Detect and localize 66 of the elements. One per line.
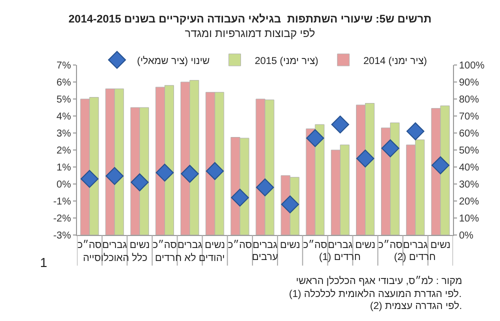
- x-tick-label: נשים: [355, 240, 376, 251]
- point: [106, 167, 124, 185]
- point: [206, 162, 224, 180]
- text: 1: [40, 255, 48, 270]
- x-tick-label: סה״כ: [228, 239, 252, 251]
- x-tick-label: גברים: [403, 240, 428, 251]
- y-tick-label: 4%: [56, 112, 72, 122]
- legend-label: 2014 (ציר ימני): [363, 56, 428, 67]
- legend-label: שינוי (ציר שמאלי): [137, 54, 210, 67]
- x-tick-label: גברים: [177, 240, 202, 251]
- y-tick-label: 2%: [56, 146, 72, 156]
- x-tick-label: סה״כ: [303, 239, 328, 251]
- y2-tick-label: 20%: [459, 196, 480, 208]
- text: יהודים לא חרדים: [155, 252, 225, 264]
- point: [80, 170, 98, 188]
- point: [406, 122, 424, 140]
- text: ערבים: [252, 252, 278, 263]
- y-tick-label: 1%: [56, 162, 72, 174]
- text: חרדים (2): [394, 252, 436, 263]
- y-tick-label: 6%: [56, 78, 72, 88]
- point: [381, 139, 400, 158]
- point: [356, 150, 374, 168]
- y-tick-label: -2%: [53, 214, 72, 224]
- y2-tick-label: 10%: [459, 214, 480, 224]
- x-tick-label: גברים: [102, 240, 127, 251]
- y2-tick-label: 50%: [459, 146, 480, 156]
- chart-title: תרשים ש5: שיעורי השתתפות בגילאי העבודה העיקריים בשנים 2014-2015: [68, 13, 432, 26]
- x-tick-label: סה״כ: [77, 239, 102, 251]
- text: (1) לפי הגדרת המועצה הלאומית לכלכלה.: [289, 288, 462, 300]
- x-tick-label: גברים: [252, 240, 278, 251]
- point: [306, 129, 324, 148]
- y2-tick-label: 60%: [459, 128, 480, 140]
- point: [180, 164, 199, 183]
- y-tick-label: 3%: [56, 128, 72, 140]
- point: [230, 188, 249, 207]
- y2-tick-label: 0%: [459, 230, 474, 242]
- text: (2) לפי הגדרה עצמית.: [370, 300, 462, 312]
- legend-label: 2015 (ציר ימני): [254, 56, 318, 67]
- y2-tick-label: 90%: [459, 78, 480, 88]
- x-tick-label: סה״כ: [152, 239, 178, 251]
- y-tick-label: 7%: [56, 60, 72, 72]
- y-tick-label: 0%: [56, 180, 72, 190]
- x-tick-label: נשים: [130, 240, 150, 251]
- y-tick-label: -1%: [53, 196, 72, 208]
- point: [156, 164, 174, 182]
- y-tick-label: 5%: [56, 94, 72, 106]
- y2-tick-label: 70%: [459, 112, 480, 122]
- x-tick-label: נשים: [430, 240, 451, 251]
- x-tick-label: סה״כ: [378, 239, 403, 251]
- x-tick-label: נשים: [280, 240, 300, 251]
- y2-tick-label: 30%: [459, 180, 480, 190]
- point: [331, 116, 350, 134]
- x-tick-label: נשים: [204, 240, 226, 251]
- y2-tick-label: 40%: [459, 162, 480, 174]
- y2-tick-label: 80%: [459, 94, 480, 106]
- point: [256, 178, 274, 196]
- chart-subtitle: לפי קבוצות דמוגרפיות ומגדר: [184, 28, 316, 40]
- y2-tick-label: 100%: [459, 60, 485, 72]
- text: חרדים (1): [319, 252, 361, 263]
- point: [432, 156, 450, 174]
- text: כלל האוכלוסייה: [83, 252, 148, 264]
- point: [281, 195, 300, 214]
- x-tick-label: גברים: [328, 240, 353, 251]
- text: מקור : למ״ס, עיבודי אגף הכלכלן הראשי: [296, 275, 462, 287]
- point: [130, 173, 149, 192]
- y-tick-label: -3%: [53, 230, 72, 242]
